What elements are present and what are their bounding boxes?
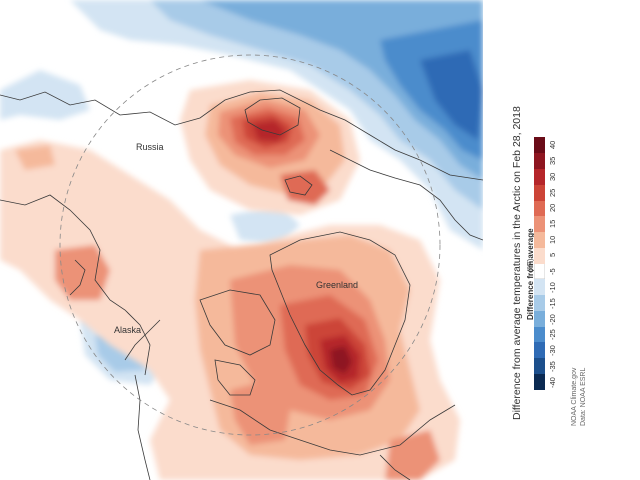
legend-swatch (534, 231, 545, 248)
legend-tick-label: -20 (548, 313, 557, 325)
legend-tick-label: 25 (548, 188, 557, 197)
russia-label: Russia (136, 142, 164, 152)
legend-tick-label: 20 (548, 203, 557, 213)
legend-tick-label: -40 (548, 376, 557, 388)
legend-tick-label: 15 (548, 219, 557, 229)
warm-anomaly-regions (0, 80, 460, 480)
legend-swatch (534, 326, 545, 343)
map-canvas (0, 0, 483, 480)
legend-tick-label: -5 (548, 268, 557, 276)
legend-tick-label: -35 (548, 361, 557, 372)
temperature-anomaly-map: Russia Greenland Alaska (0, 0, 483, 480)
legend-tick-label: 10 (548, 235, 557, 244)
legend-tick-label: -10 (548, 282, 557, 294)
credit-line-1: NOAA Climate.gov (571, 367, 578, 426)
legend-swatch (534, 215, 545, 232)
legend-swatch (534, 294, 545, 311)
legend-swatch (534, 278, 545, 295)
legend-swatch (534, 373, 545, 390)
legend-tick-label: -15 (548, 298, 557, 309)
legend-color-bar (534, 137, 545, 390)
legend-swatch (534, 263, 545, 280)
legend-tick-label: 5 (548, 253, 557, 258)
alaska-canada-border (124, 319, 161, 361)
legend-tick-label: 30 (548, 172, 557, 181)
legend-tick-label: 40 (548, 140, 557, 150)
legend-swatch (534, 247, 545, 264)
legend-swatch (534, 357, 545, 374)
credits: NOAA Climate.gov Data: NOAA ESRL (570, 368, 588, 426)
legend-swatch (534, 152, 545, 169)
legend-tick-label: 35 (548, 156, 557, 166)
legend-swatch (534, 310, 545, 327)
legend-panel (483, 0, 640, 480)
legend-swatch (534, 200, 545, 217)
legend-tick-label: -30 (548, 345, 557, 357)
coastlines (0, 89, 483, 480)
arctic-circle-line (59, 54, 441, 436)
legend-swatch (534, 168, 545, 185)
map-title: Difference from average temperatures in … (511, 106, 523, 420)
credit-line-2: Data: NOAA ESRL (580, 367, 587, 426)
legend-tick-label: -25 (548, 329, 557, 341)
legend-swatch (534, 137, 545, 154)
legend-swatch (534, 184, 545, 201)
alaska-label: Alaska (114, 325, 142, 335)
greenland-label: Greenland (316, 280, 359, 290)
legend-swatch (534, 341, 545, 358)
